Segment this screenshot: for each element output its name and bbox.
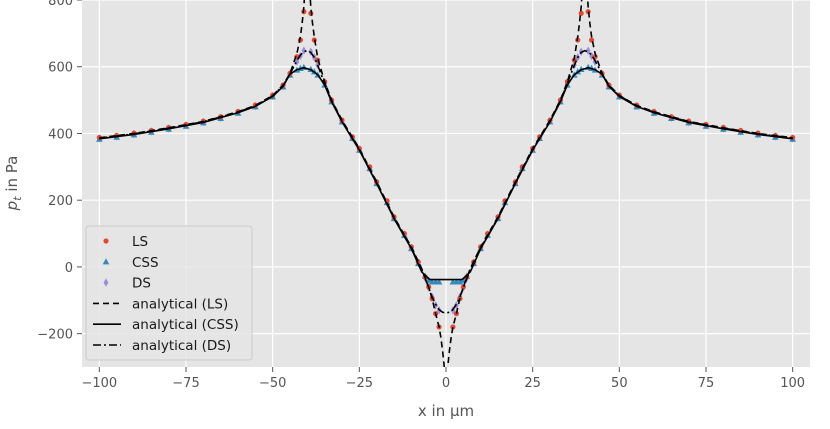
data-point-css <box>456 278 464 285</box>
data-point-ls <box>578 10 584 16</box>
legend-label: analytical (DS) <box>132 338 231 354</box>
x-tick-label: 50 <box>611 376 628 391</box>
legend-label: DS <box>132 276 151 292</box>
x-axis-label: x in μm <box>418 402 474 420</box>
y-tick-label: 200 <box>48 194 73 209</box>
x-tick-label: 25 <box>524 376 541 391</box>
data-point-ds <box>301 46 307 55</box>
legend-marker-ds <box>103 278 109 287</box>
x-tick-label: 100 <box>780 376 805 391</box>
y-axis-label: pt in Pa <box>3 156 24 212</box>
x-tick-label: 75 <box>698 376 715 391</box>
grid <box>82 0 810 367</box>
x-tick-label: 0 <box>442 376 450 391</box>
legend-marker-ls <box>103 238 109 244</box>
series-layer <box>96 0 796 367</box>
y-axis-label-main: p <box>3 201 21 212</box>
legend: LS CSS DS analytical (LS) analytical (CSS) an… <box>85 225 253 361</box>
legend-item-analytical-css: analytical (CSS) <box>93 317 239 333</box>
x-tick-label: −25 <box>346 376 373 391</box>
legend-item-analytical-ls: analytical (LS) <box>93 296 228 312</box>
legend-label: LS <box>132 234 148 250</box>
y-tick-label: 600 <box>48 61 73 76</box>
legend-label: analytical (CSS) <box>132 317 239 333</box>
series-line-analytical-ds <box>99 49 793 314</box>
y-axis-label-subscript: t <box>11 196 24 201</box>
legend-item-ls: LS <box>103 234 148 250</box>
legend-item-analytical-ds: analytical (DS) <box>93 338 231 354</box>
series-line-analytical-ls <box>99 0 793 367</box>
y-tick-label: 400 <box>48 127 73 142</box>
x-tick-label: −50 <box>259 376 286 391</box>
x-tick-label: −75 <box>172 376 199 391</box>
y-axis-label-rest: in Pa <box>3 156 21 197</box>
legend-item-css: CSS <box>102 255 159 271</box>
x-tick-label: −100 <box>81 376 117 391</box>
y-tick-label: 0 <box>65 261 73 276</box>
legend-box <box>85 225 253 361</box>
legend-label: analytical (LS) <box>132 296 228 312</box>
data-point-css <box>435 278 443 285</box>
y-tick-label: −200 <box>37 328 73 343</box>
legend-label: CSS <box>132 255 159 271</box>
data-point-ls <box>450 324 456 330</box>
data-point-ds <box>585 46 591 55</box>
legend-item-ds: DS <box>103 276 151 292</box>
y-tick-label: 800 <box>48 0 73 9</box>
ticks: −100 −75 −50 −25 0 25 50 75 100 −200 0 200 400 600 800 <box>37 0 805 391</box>
legend-marker-css <box>102 258 110 265</box>
